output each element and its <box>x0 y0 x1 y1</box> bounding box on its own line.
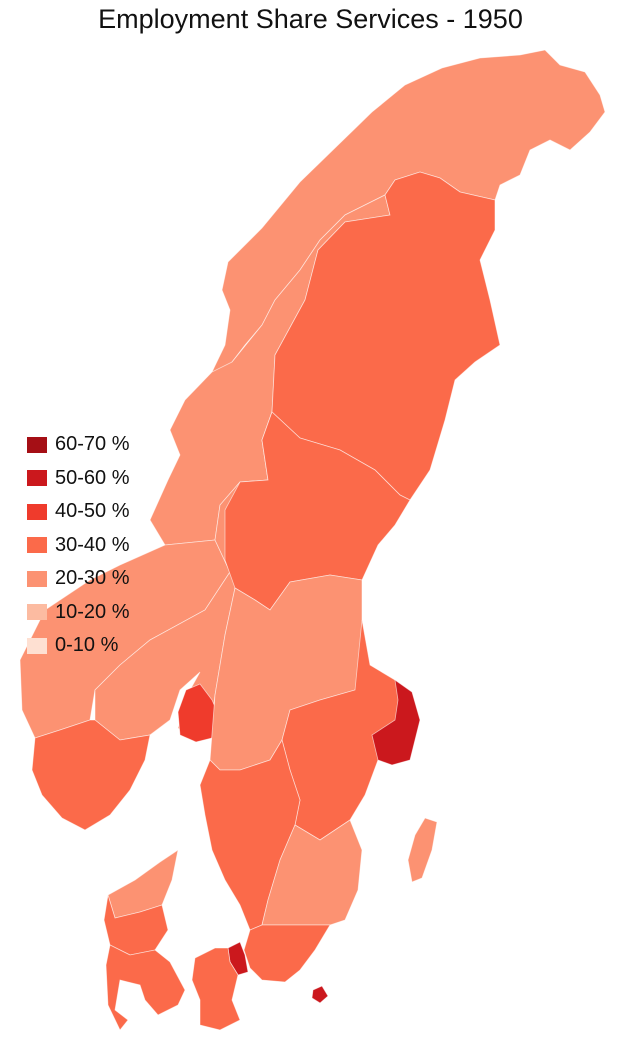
region-stockholm[interactable]: Stockholm <box>371 679 421 766</box>
legend-label: 40-50 % <box>55 500 130 523</box>
region-bornholm[interactable]: Bornholm <box>311 985 329 1004</box>
region-north-jutland[interactable]: North Jutland <box>107 849 179 919</box>
legend-label: 50-60 % <box>55 466 130 489</box>
region-gotland[interactable]: Gotland <box>407 817 438 883</box>
legend-item: 20-30 % <box>27 562 130 596</box>
region-zealand[interactable]: Zealand <box>191 947 241 1031</box>
legend-label: 60-70 % <box>55 433 130 456</box>
legend-item: 50-60 % <box>27 462 130 496</box>
map-legend: 60-70 % 50-60 % 40-50 % 30-40 % 20-30 % … <box>27 428 130 663</box>
legend-label: 30-40 % <box>55 533 130 556</box>
region-upper-norrland[interactable]: Upper Norrland <box>271 171 501 501</box>
legend-label: 20-30 % <box>55 567 130 590</box>
legend-swatch <box>27 503 47 520</box>
region-south-sweden[interactable]: South Sweden <box>243 924 331 983</box>
region-south-denmark[interactable]: South Denmark <box>105 944 186 1031</box>
legend-swatch <box>27 637 47 654</box>
legend-swatch <box>27 470 47 487</box>
map-title: Employment Share Services - 1950 <box>98 4 523 34</box>
region-central-jutland[interactable]: Central Jutland <box>103 894 169 956</box>
legend-item: 40-50 % <box>27 495 130 529</box>
legend-swatch <box>27 570 47 587</box>
legend-label: 0-10 % <box>55 634 119 657</box>
legend-item: 0-10 % <box>27 629 130 663</box>
legend-swatch <box>27 436 47 453</box>
legend-item: 30-40 % <box>27 529 130 563</box>
region-southern-norway[interactable]: Southern Norway <box>31 719 151 831</box>
legend-item: 10-20 % <box>27 596 130 630</box>
legend-item: 60-70 % <box>27 428 130 462</box>
legend-swatch <box>27 604 47 621</box>
legend-swatch <box>27 537 47 554</box>
legend-label: 10-20 % <box>55 600 130 623</box>
